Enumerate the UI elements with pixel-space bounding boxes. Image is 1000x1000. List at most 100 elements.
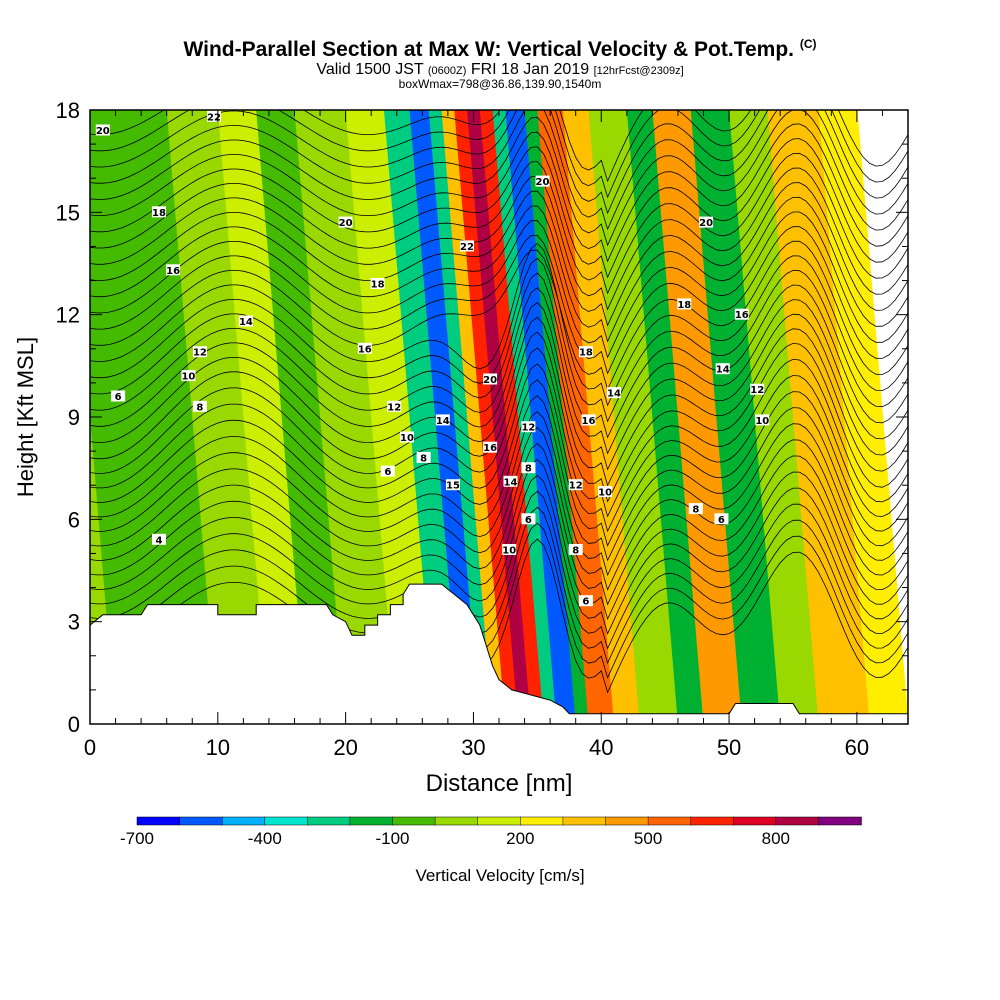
terrain-mask (89, 583, 909, 725)
colorbar-swatch (264, 816, 309, 826)
isentrope-line (90, 538, 908, 694)
isentrope-label-text: 12 (193, 348, 207, 359)
isentrope-label-bg (370, 278, 385, 289)
isentrope-line (90, 152, 908, 295)
isentrope-label-bg (568, 544, 583, 555)
colorbar-tick-label: -700 (120, 829, 154, 848)
colorbar-tick-label: -400 (248, 829, 282, 848)
isentrope-label-bg (152, 206, 166, 218)
velocity-band (492, 110, 558, 724)
colorbar-swatch (775, 816, 820, 826)
colorbar-tick-label: 800 (762, 829, 790, 848)
isentrope-lines (90, 110, 908, 694)
x-tick-label: 0 (84, 735, 96, 760)
isentrope-label-text: 14 (239, 317, 253, 328)
chart-subtitle: Valid 1500 JST (0600Z) FRI 18 Jan 2019 [… (0, 61, 1000, 79)
isentrope-label: 12 (521, 421, 536, 434)
isentrope-label-bg (460, 240, 474, 252)
isentrope-label: 8 (688, 503, 703, 516)
isentrope-label: 6 (714, 513, 729, 526)
velocity-band (626, 110, 705, 724)
colorbar-swatch (434, 816, 479, 826)
isentrope-label-text: 16 (735, 310, 749, 321)
isentrope-label: 20 (483, 373, 498, 386)
isentrope-line (90, 182, 908, 327)
isentrope-line (90, 302, 908, 471)
isentrope-label-text: 10 (598, 488, 612, 499)
velocity-band (467, 110, 532, 724)
isentrope-label-text: 16 (358, 344, 372, 355)
y-tick-label: 12 (56, 303, 80, 328)
isentrope-line (90, 316, 908, 487)
isentrope-line (90, 240, 908, 391)
velocity-band (505, 110, 577, 724)
isentrope-line (90, 347, 908, 518)
colorbar-swatch (221, 816, 266, 826)
velocity-band (217, 110, 308, 724)
isentrope-label-text: 22 (460, 242, 474, 253)
isentrope-label-bg (502, 544, 517, 555)
isentrope-label-text: 18 (152, 208, 166, 219)
isentrope-line (90, 458, 908, 621)
isentrope-label-text: 12 (521, 423, 535, 434)
isentrope-labels: 20 22 18 16 14 12 10 6 8 4 20 18 16 12 10 6 8 14 15 22 20 16 1… (95, 110, 770, 608)
isentrope-label-text: 14 (716, 365, 730, 376)
isentrope-line (90, 138, 908, 279)
isentrope-label-text: 10 (181, 372, 195, 383)
isentrope-line (90, 331, 908, 503)
isentrope-label: 16 (581, 414, 596, 427)
isentrope-label-bg (578, 595, 593, 607)
isentrope-label: 10 (181, 370, 196, 383)
isentrope-line (90, 211, 908, 359)
isentrope-label-text: 8 (572, 546, 579, 557)
colorbar-label: Vertical Velocity [cm/s] (415, 866, 584, 885)
isentrope-label: 20 (338, 216, 353, 229)
isentrope-label: 10 (400, 431, 414, 444)
isentrope-line (90, 226, 908, 375)
colorbar-swatch (520, 816, 564, 826)
isentrope-label-text: 16 (582, 416, 596, 427)
colorbar-swatch (562, 816, 607, 826)
x-tick-label: 20 (333, 735, 357, 760)
colorbar-tick-label: 200 (506, 829, 534, 848)
isentrope-label: 12 (568, 479, 583, 492)
isentrope-label: 14 (435, 414, 450, 427)
axes: 0 10 20 30 40 50 60 0 3 6 9 12 15 18 (56, 98, 909, 760)
valid-time: Valid 1500 JST (316, 61, 424, 78)
velocity-band (383, 110, 462, 724)
isentrope-label-text: 16 (166, 266, 180, 277)
isentrope-label-text: 10 (400, 433, 414, 444)
x-axis-label: Distance [nm] (426, 770, 573, 797)
isentrope-label-bg (483, 441, 498, 453)
isentrope-label: 10 (502, 544, 517, 557)
isentrope-label-bg (535, 175, 550, 187)
isentrope-line (90, 474, 908, 635)
isentrope-label-text: 18 (579, 348, 593, 359)
isentrope-label: 8 (416, 451, 431, 464)
velocity-band (479, 110, 545, 724)
isentrope-label-bg (446, 479, 460, 491)
isentrope-label: 20 (699, 216, 714, 229)
x-tick-label: 60 (845, 735, 869, 760)
velocity-band (166, 110, 270, 724)
isentrope-label: 18 (152, 206, 166, 219)
isentrope-label-text: 6 (115, 392, 122, 403)
isentrope-label: 8 (568, 544, 583, 557)
isentrope-label-bg (380, 465, 395, 477)
velocity-band (256, 110, 347, 724)
isentrope-label-text: 18 (371, 280, 385, 291)
velocity-band (294, 110, 398, 724)
isentrope-label-text: 8 (420, 453, 427, 464)
isentrope-label: 14 (238, 315, 253, 328)
isentrope-label-text: 6 (525, 515, 532, 526)
isentrope-label: 22 (460, 240, 474, 253)
isentrope-label-text: 18 (677, 300, 691, 311)
chart-title: Wind-Parallel Section at Max W: Vertical… (0, 37, 1000, 62)
isentrope-line (90, 427, 908, 591)
isentrope-label-text: 20 (699, 218, 713, 229)
isentrope-line (90, 110, 908, 199)
isentrope-label-bg (111, 390, 126, 402)
isentrope-label: 12 (750, 383, 765, 396)
isentrope-label-bg (416, 451, 431, 463)
